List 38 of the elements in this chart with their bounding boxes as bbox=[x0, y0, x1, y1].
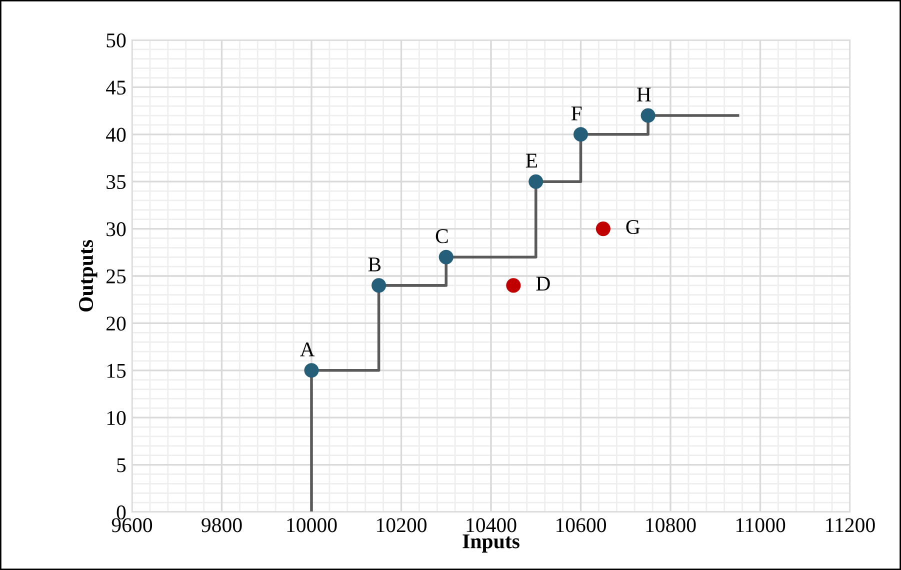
y-tick-label: 50 bbox=[106, 33, 126, 48]
x-tick-label: 9800 bbox=[202, 518, 242, 532]
data-label: A bbox=[300, 342, 315, 356]
y-tick-label: 15 bbox=[107, 364, 126, 378]
point bbox=[640, 108, 656, 123]
point bbox=[304, 363, 319, 378]
point bbox=[372, 278, 386, 293]
y-tick-label: 0 bbox=[116, 505, 126, 520]
x-tick-label: 10800 bbox=[646, 518, 696, 532]
data-label: F bbox=[571, 106, 582, 120]
data-label: H bbox=[636, 88, 651, 102]
x-tick-label: 10600 bbox=[556, 518, 606, 532]
data-label: E bbox=[526, 154, 538, 168]
y-tick-label: 20 bbox=[106, 316, 126, 331]
point bbox=[438, 250, 454, 264]
point bbox=[528, 174, 544, 189]
y-tick-label: 45 bbox=[106, 80, 126, 95]
data-label: C bbox=[436, 229, 448, 244]
x-tick-label: 11200 bbox=[826, 518, 875, 532]
y-tick-label: 5 bbox=[117, 458, 126, 472]
data-label: D bbox=[536, 276, 550, 290]
point bbox=[506, 278, 521, 293]
y-tick-label: 30 bbox=[106, 222, 126, 236]
x-tick-label: 9600 bbox=[112, 518, 152, 532]
y-tick-label: 40 bbox=[106, 128, 126, 142]
x-tick-label: 10200 bbox=[377, 518, 426, 532]
point bbox=[596, 222, 610, 236]
x-tick-label: 11000 bbox=[736, 518, 786, 532]
y-tick-label: 10 bbox=[107, 410, 126, 426]
data-label: G bbox=[626, 220, 640, 234]
x-tick-label: 10400 bbox=[466, 518, 516, 532]
y-tick-label: 35 bbox=[106, 175, 126, 190]
y-axis-title: Outputs bbox=[79, 240, 98, 312]
x-axis-title: Inputs bbox=[462, 534, 520, 553]
data-label: B bbox=[368, 258, 381, 272]
point bbox=[573, 127, 588, 142]
x-tick-label: 10000 bbox=[287, 518, 337, 532]
y-tick-label: 25 bbox=[106, 269, 126, 284]
